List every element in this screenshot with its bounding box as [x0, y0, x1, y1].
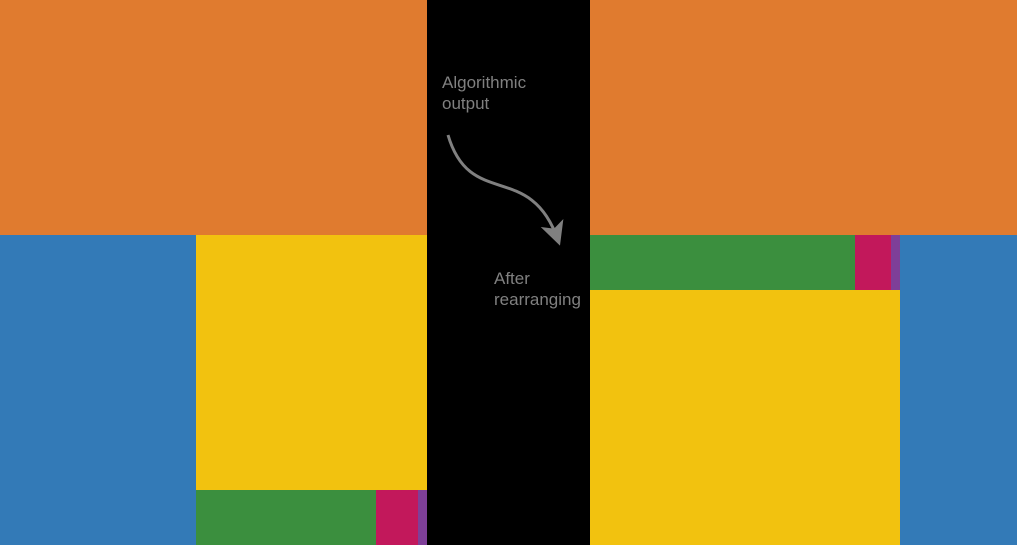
arrow-icon — [0, 0, 1017, 545]
diagram-stage: Algorithmic output After rearranging — [0, 0, 1017, 545]
